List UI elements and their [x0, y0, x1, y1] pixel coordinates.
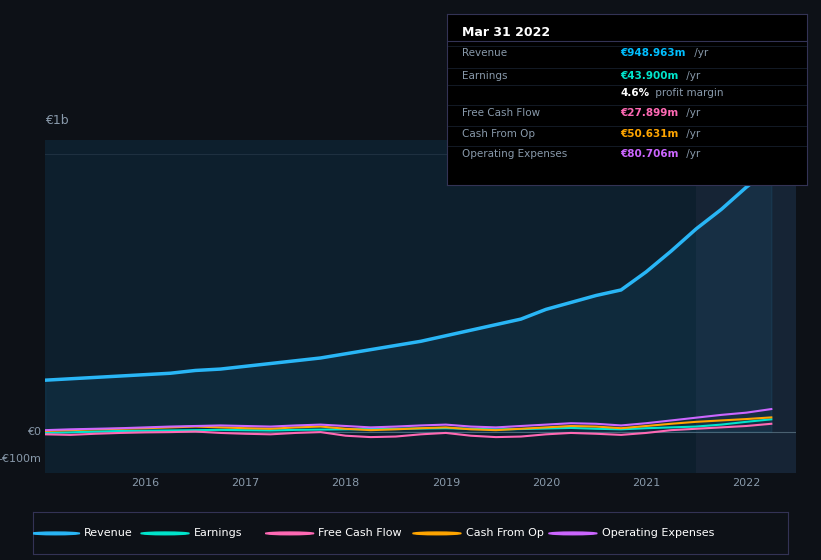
- Text: €27.899m: €27.899m: [620, 108, 678, 118]
- Text: Free Cash Flow: Free Cash Flow: [319, 529, 402, 538]
- Text: /yr: /yr: [683, 129, 700, 139]
- Text: €43.900m: €43.900m: [620, 71, 678, 81]
- Text: Operating Expenses: Operating Expenses: [602, 529, 714, 538]
- Text: €1b: €1b: [45, 114, 69, 127]
- Text: -€100m: -€100m: [0, 454, 41, 464]
- Text: Earnings: Earnings: [462, 71, 507, 81]
- Text: Mar 31 2022: Mar 31 2022: [462, 26, 550, 39]
- Text: /yr: /yr: [683, 149, 700, 159]
- Circle shape: [265, 532, 314, 535]
- Text: Cash From Op: Cash From Op: [462, 129, 534, 139]
- Text: Earnings: Earnings: [194, 529, 242, 538]
- Text: /yr: /yr: [683, 71, 700, 81]
- Text: Revenue: Revenue: [85, 529, 133, 538]
- Text: €0: €0: [27, 427, 41, 437]
- Circle shape: [548, 532, 597, 535]
- Circle shape: [413, 532, 461, 535]
- Text: Operating Expenses: Operating Expenses: [462, 149, 567, 159]
- Circle shape: [31, 532, 80, 535]
- Text: €80.706m: €80.706m: [620, 149, 678, 159]
- Circle shape: [141, 532, 189, 535]
- Text: Free Cash Flow: Free Cash Flow: [462, 108, 540, 118]
- Text: 4.6%: 4.6%: [620, 88, 649, 97]
- Text: profit margin: profit margin: [652, 88, 723, 97]
- Text: /yr: /yr: [691, 48, 709, 58]
- Text: €50.631m: €50.631m: [620, 129, 678, 139]
- Text: /yr: /yr: [683, 108, 700, 118]
- Text: Revenue: Revenue: [462, 48, 507, 58]
- Text: €948.963m: €948.963m: [620, 48, 686, 58]
- Text: Cash From Op: Cash From Op: [466, 529, 544, 538]
- Bar: [696, 140, 796, 473]
